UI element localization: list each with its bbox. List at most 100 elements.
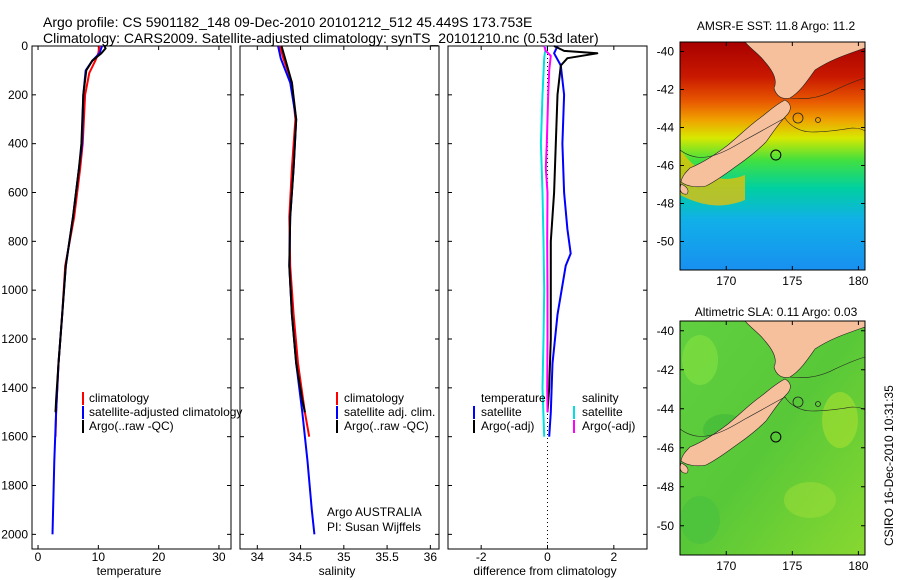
salinity-panel-frame	[239, 45, 440, 550]
figure-title-line-1: Argo profile: CS 5901182_148 09-Dec-2010…	[43, 14, 533, 30]
x-tick-label: 20	[152, 550, 166, 564]
sla-map-title: Altimetric SLA: 0.11 Argo: 0.03	[695, 305, 858, 319]
depth-tick-label: 0	[21, 39, 28, 53]
map-lat-label: -44	[657, 402, 675, 416]
legend-heading-salinity: salinity	[582, 391, 619, 405]
island-outline	[792, 396, 804, 408]
x-tick-label: 0	[544, 550, 551, 564]
map-lat-label: -48	[657, 197, 675, 211]
salinity-legend: climatology satellite adj. clim. Argo(..…	[336, 391, 435, 433]
north-island-land	[744, 321, 865, 378]
series-line-temperature-argo-adj-	[546, 45, 599, 413]
bathymetry-contour-north	[789, 356, 865, 379]
island-outline	[792, 112, 804, 124]
x-tick-label: 34.5	[289, 550, 313, 564]
map-lon-label: 175	[782, 274, 802, 288]
map-lon-label: 180	[848, 559, 868, 573]
x-tick-label: 10	[92, 550, 106, 564]
map-lat-label: -44	[657, 121, 675, 135]
temperature-legend: climatology satellite-adjusted climatolo…	[82, 391, 242, 433]
depth-tick-label: 1600	[1, 430, 28, 444]
map-lat-label: -42	[657, 83, 675, 97]
depth-axis: 0 200 400 600 800 1000 1200 1400 1600 1800 2000	[1, 39, 647, 541]
x-tick-label: 30	[212, 550, 226, 564]
temperature-panel-frame	[31, 45, 232, 550]
island-outline	[815, 117, 821, 123]
sla-anomaly	[822, 392, 858, 448]
depth-tick-label: 600	[8, 186, 28, 200]
series-line-climatology	[54, 45, 101, 437]
series-line-salinity-argo-adj-	[543, 45, 552, 413]
map-lat-label: -40	[657, 45, 675, 59]
depth-tick-label: 1800	[1, 479, 28, 493]
legend-label-satellite: satellite adj. clim.	[344, 405, 435, 419]
salinity-profiles	[277, 45, 316, 535]
legend-label-sal-argo: Argo(-adj)	[582, 419, 635, 433]
depth-tick-label: 1000	[1, 283, 28, 297]
legend-label-temp-satellite: satellite	[481, 405, 522, 419]
depth-tick-label: 1400	[1, 381, 28, 395]
depth-tick-label: 1200	[1, 332, 28, 346]
sla-map-frame	[679, 320, 866, 556]
difference-axis-label: difference from climatology	[473, 564, 616, 578]
sla-anomaly	[784, 482, 836, 518]
map-lat-label: -42	[657, 363, 675, 377]
bathymetry-contour-north	[789, 77, 865, 100]
program-annotation: Argo AUSTRALIA	[327, 505, 422, 519]
map-lat-label: -50	[657, 519, 675, 533]
temperature-axis-label: temperature	[97, 564, 162, 578]
north-island-land	[744, 42, 865, 99]
legend-label-argo: Argo(..raw -QC)	[89, 419, 174, 433]
credit-timestamp: CSIRO 16-Dec-2010 10:31:35	[882, 385, 896, 546]
argo-profile-marker	[770, 431, 782, 443]
map-lon-label: 180	[848, 274, 868, 288]
depth-tick-label: 800	[8, 234, 28, 248]
difference-legend: temperature satellite Argo(-adj) salinit…	[473, 391, 635, 433]
salinity-x-axis: 34 34.5 35 35.5 36	[251, 46, 438, 564]
legend-label-climatology: climatology	[344, 391, 404, 405]
map-lat-label: -48	[657, 480, 675, 494]
legend-label-argo: Argo(..raw -QC)	[344, 419, 429, 433]
x-tick-label: 34	[251, 550, 265, 564]
sla-anomaly	[680, 496, 720, 544]
legend-label-sal-satellite: satellite	[582, 405, 623, 419]
difference-x-axis: -2 0 2	[476, 46, 617, 564]
sst-map-axes: 170 175 180 -40 -42 -44 -46 -48 -50	[657, 42, 869, 288]
temperature-x-axis: 0 10 20 30	[35, 46, 226, 564]
map-lat-label: -40	[657, 324, 675, 338]
map-lon-label: 170	[716, 559, 736, 573]
legend-label-satellite: satellite-adjusted climatology	[89, 405, 242, 419]
legend-label-temp-argo: Argo(-adj)	[481, 419, 534, 433]
map-lon-label: 175	[782, 559, 802, 573]
south-island-land	[680, 99, 791, 188]
x-tick-label: -2	[476, 550, 487, 564]
island-outline	[815, 401, 821, 407]
series-line-argo-raw-qc-	[280, 45, 306, 413]
map-lat-label: -46	[657, 159, 675, 173]
difference-profiles	[539, 45, 599, 437]
figure-title-line-2: Climatology: CARS2009. Satellite-adjuste…	[43, 30, 599, 46]
sla-map	[680, 321, 865, 555]
x-tick-label: 35	[337, 550, 351, 564]
depth-tick-label: 400	[8, 137, 28, 151]
x-tick-label: 0	[35, 550, 42, 564]
temperature-profiles	[51, 45, 107, 535]
legend-heading-temperature: temperature	[481, 391, 546, 405]
bathymetry-contour	[680, 396, 865, 437]
depth-tick-label: 2000	[1, 527, 28, 541]
depth-tick-label: 200	[8, 88, 28, 102]
x-tick-label: 36	[424, 550, 438, 564]
sst-field	[680, 42, 865, 270]
series-line-satellite-adjusted-climatology	[51, 45, 103, 535]
map-lat-label: -46	[657, 441, 675, 455]
series-line-salinity-satellite	[539, 45, 547, 437]
legend-label-climatology: climatology	[89, 391, 149, 405]
pi-annotation: PI: Susan Wijffels	[327, 520, 421, 534]
map-lon-label: 170	[716, 274, 736, 288]
series-line-temperature-satellite	[548, 45, 572, 437]
bathymetry-contour	[680, 117, 865, 158]
series-line-argo-raw-qc-	[54, 45, 107, 413]
argo-profile-marker	[770, 149, 782, 161]
sst-map	[680, 42, 865, 270]
